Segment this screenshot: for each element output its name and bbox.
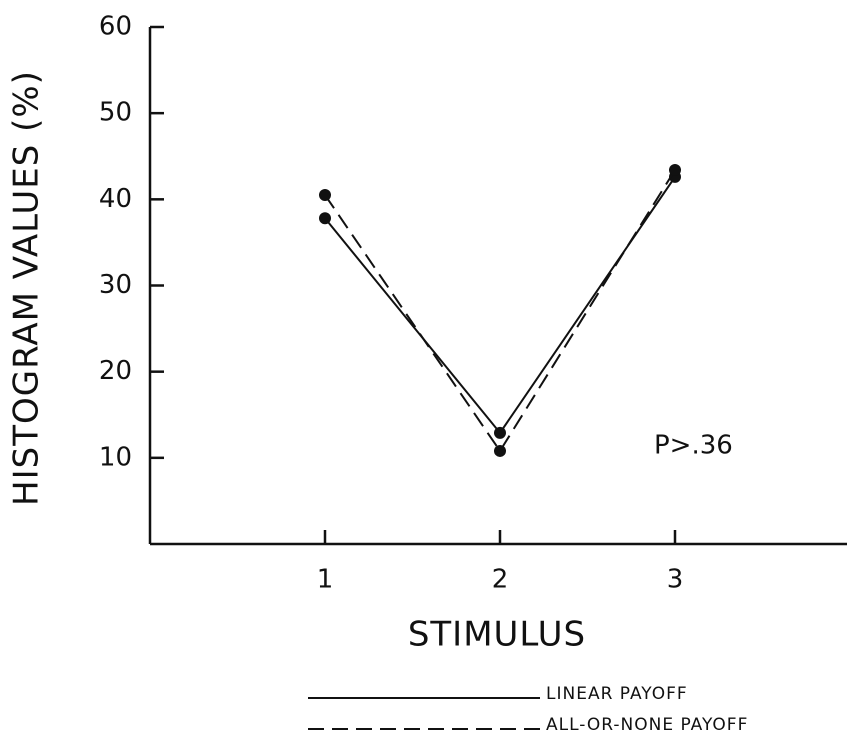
legend-label: ALL-OR-NONE PAYOFF: [546, 715, 748, 735]
y-tick-label: 50: [99, 98, 132, 128]
series-line: [324, 176, 676, 435]
y-tick-label: 40: [99, 184, 132, 214]
series-line: [324, 169, 676, 453]
data-point: [494, 444, 506, 457]
y-tick-label: 10: [99, 442, 132, 472]
x-tick-label: 3: [667, 565, 684, 595]
data-point: [494, 426, 506, 439]
annotation: P>.36: [654, 431, 733, 461]
legend-label: LINEAR PAYOFF: [546, 684, 688, 704]
x-tick-label: 2: [492, 565, 509, 595]
y-tick-label: 60: [99, 12, 132, 42]
data-point: [319, 189, 331, 202]
data-point: [669, 164, 681, 177]
y-tick-label: 20: [99, 356, 132, 386]
y-tick-label: 30: [99, 270, 132, 300]
x-tick-label: 1: [317, 565, 334, 595]
y-axis-label: HISTOGRAM VALUES (%): [7, 70, 47, 506]
x-axis-label: STIMULUS: [408, 615, 586, 655]
data-point: [319, 212, 331, 225]
